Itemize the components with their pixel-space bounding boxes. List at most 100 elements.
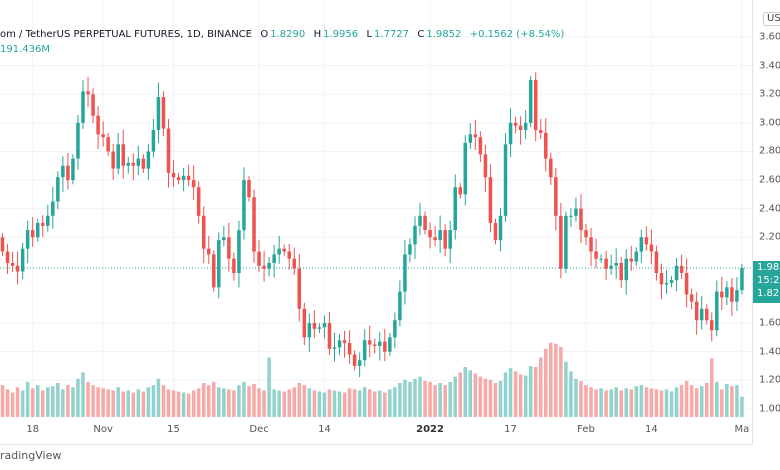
- volume-bar: [503, 372, 508, 417]
- volume-bar: [423, 380, 427, 417]
- volume-bar: [136, 389, 141, 417]
- volume-bar: [121, 391, 125, 417]
- price-tick-label: 1.600: [759, 317, 780, 329]
- candle-body: [111, 151, 115, 169]
- volume-bar: [186, 393, 191, 417]
- candle-body: [684, 273, 689, 295]
- candle-body: [523, 122, 528, 131]
- volume-bar: [10, 392, 15, 417]
- volume-bar: [111, 390, 115, 417]
- volume-bar: [533, 367, 538, 417]
- candle-body: [624, 258, 629, 281]
- volume-bar: [196, 388, 201, 417]
- volume-bar: [408, 381, 412, 417]
- volume-bar: [674, 387, 679, 417]
- candle-body: [121, 144, 125, 166]
- candle-body: [292, 258, 297, 269]
- volume-bar: [679, 385, 684, 417]
- volume-bar: [327, 389, 332, 417]
- time-tick-label: 14: [645, 424, 658, 435]
- candle-body: [287, 251, 291, 259]
- candle-body: [664, 283, 669, 285]
- time-axis[interactable]: 18 Nov 15 Dec 14 2022 17 Feb 14 Ma: [0, 418, 752, 445]
- volume-bar: [362, 387, 367, 417]
- candle-body: [262, 265, 266, 269]
- candle-body: [232, 258, 236, 274]
- volume-bar: [126, 390, 131, 417]
- candle-body: [493, 222, 498, 241]
- volume-bar: [508, 368, 513, 417]
- volume-bar: [403, 379, 407, 417]
- candle-body: [227, 237, 231, 259]
- volume-bar: [347, 388, 352, 417]
- candle-body: [257, 251, 261, 266]
- volume-bar: [398, 383, 402, 417]
- volume-bar: [15, 387, 20, 417]
- candle-body: [56, 177, 60, 202]
- candle-body: [317, 327, 322, 329]
- candle-body: [438, 230, 442, 241]
- price-tick-label: 1.000: [759, 403, 780, 415]
- volume-bar: [669, 391, 674, 417]
- volume-bar: [171, 390, 176, 417]
- candle-body: [247, 180, 251, 198]
- candle-body: [116, 144, 120, 169]
- candle-body: [594, 251, 598, 259]
- volume-bar: [146, 387, 151, 417]
- candle-body: [372, 344, 377, 346]
- candle-body: [498, 215, 503, 241]
- volume-bar: [393, 387, 397, 417]
- candle-body: [212, 254, 216, 288]
- price-chart[interactable]: [0, 0, 752, 418]
- open-value: 1.8290: [270, 29, 306, 40]
- volume-bar: [518, 374, 523, 417]
- volume-bar: [357, 390, 362, 417]
- volume-bar: [352, 389, 357, 417]
- volume-bar: [498, 380, 503, 417]
- currency-button[interactable]: USD: [763, 12, 780, 26]
- volume-bar: [584, 385, 588, 417]
- candle-body: [237, 230, 241, 274]
- candle-body: [559, 215, 563, 269]
- candle-body: [569, 215, 573, 217]
- price-tick-label: 3.000: [759, 117, 780, 129]
- volume-bar: [549, 342, 553, 417]
- candle-body: [302, 308, 307, 338]
- volume-bar: [302, 385, 307, 417]
- volume-bar: [161, 385, 166, 417]
- volume-bar: [372, 391, 377, 417]
- time-tick-label: 14: [318, 424, 331, 435]
- candle-body: [277, 248, 281, 255]
- price-axis[interactable]: 3.600 3.400 3.200 3.000 2.800 2.600 2.400 2.200…: [752, 0, 780, 445]
- candle-body: [352, 354, 357, 366]
- candle-body: [186, 175, 191, 181]
- last-price-tag: 1.985 15:2 1.82: [753, 261, 780, 303]
- volume-bar: [262, 390, 266, 417]
- volume-bar: [599, 388, 603, 417]
- candle-body: [564, 215, 568, 269]
- candle-body: [423, 215, 427, 231]
- candle-body: [10, 262, 15, 266]
- volume-bar: [287, 389, 291, 417]
- candle-body: [96, 115, 100, 135]
- volume-bar: [574, 378, 578, 417]
- volume-bar: [5, 389, 10, 417]
- candle-body: [614, 262, 618, 266]
- candle-body: [398, 291, 402, 321]
- candle-body: [51, 201, 55, 216]
- volume-bar: [247, 386, 251, 417]
- candle-body: [383, 341, 387, 352]
- volume-bar: [388, 389, 392, 417]
- candle-body: [322, 323, 327, 328]
- candle-body: [357, 360, 362, 366]
- candle-body: [488, 177, 493, 223]
- volume-bar: [61, 389, 65, 417]
- low-label: L: [366, 29, 373, 40]
- candle-body: [574, 208, 578, 216]
- volume-bar: [609, 389, 613, 417]
- volume-bar: [86, 381, 90, 417]
- candle-body: [141, 158, 146, 169]
- grid-lines: [0, 0, 752, 418]
- volume-bar: [337, 391, 342, 417]
- volume-bar: [272, 389, 276, 417]
